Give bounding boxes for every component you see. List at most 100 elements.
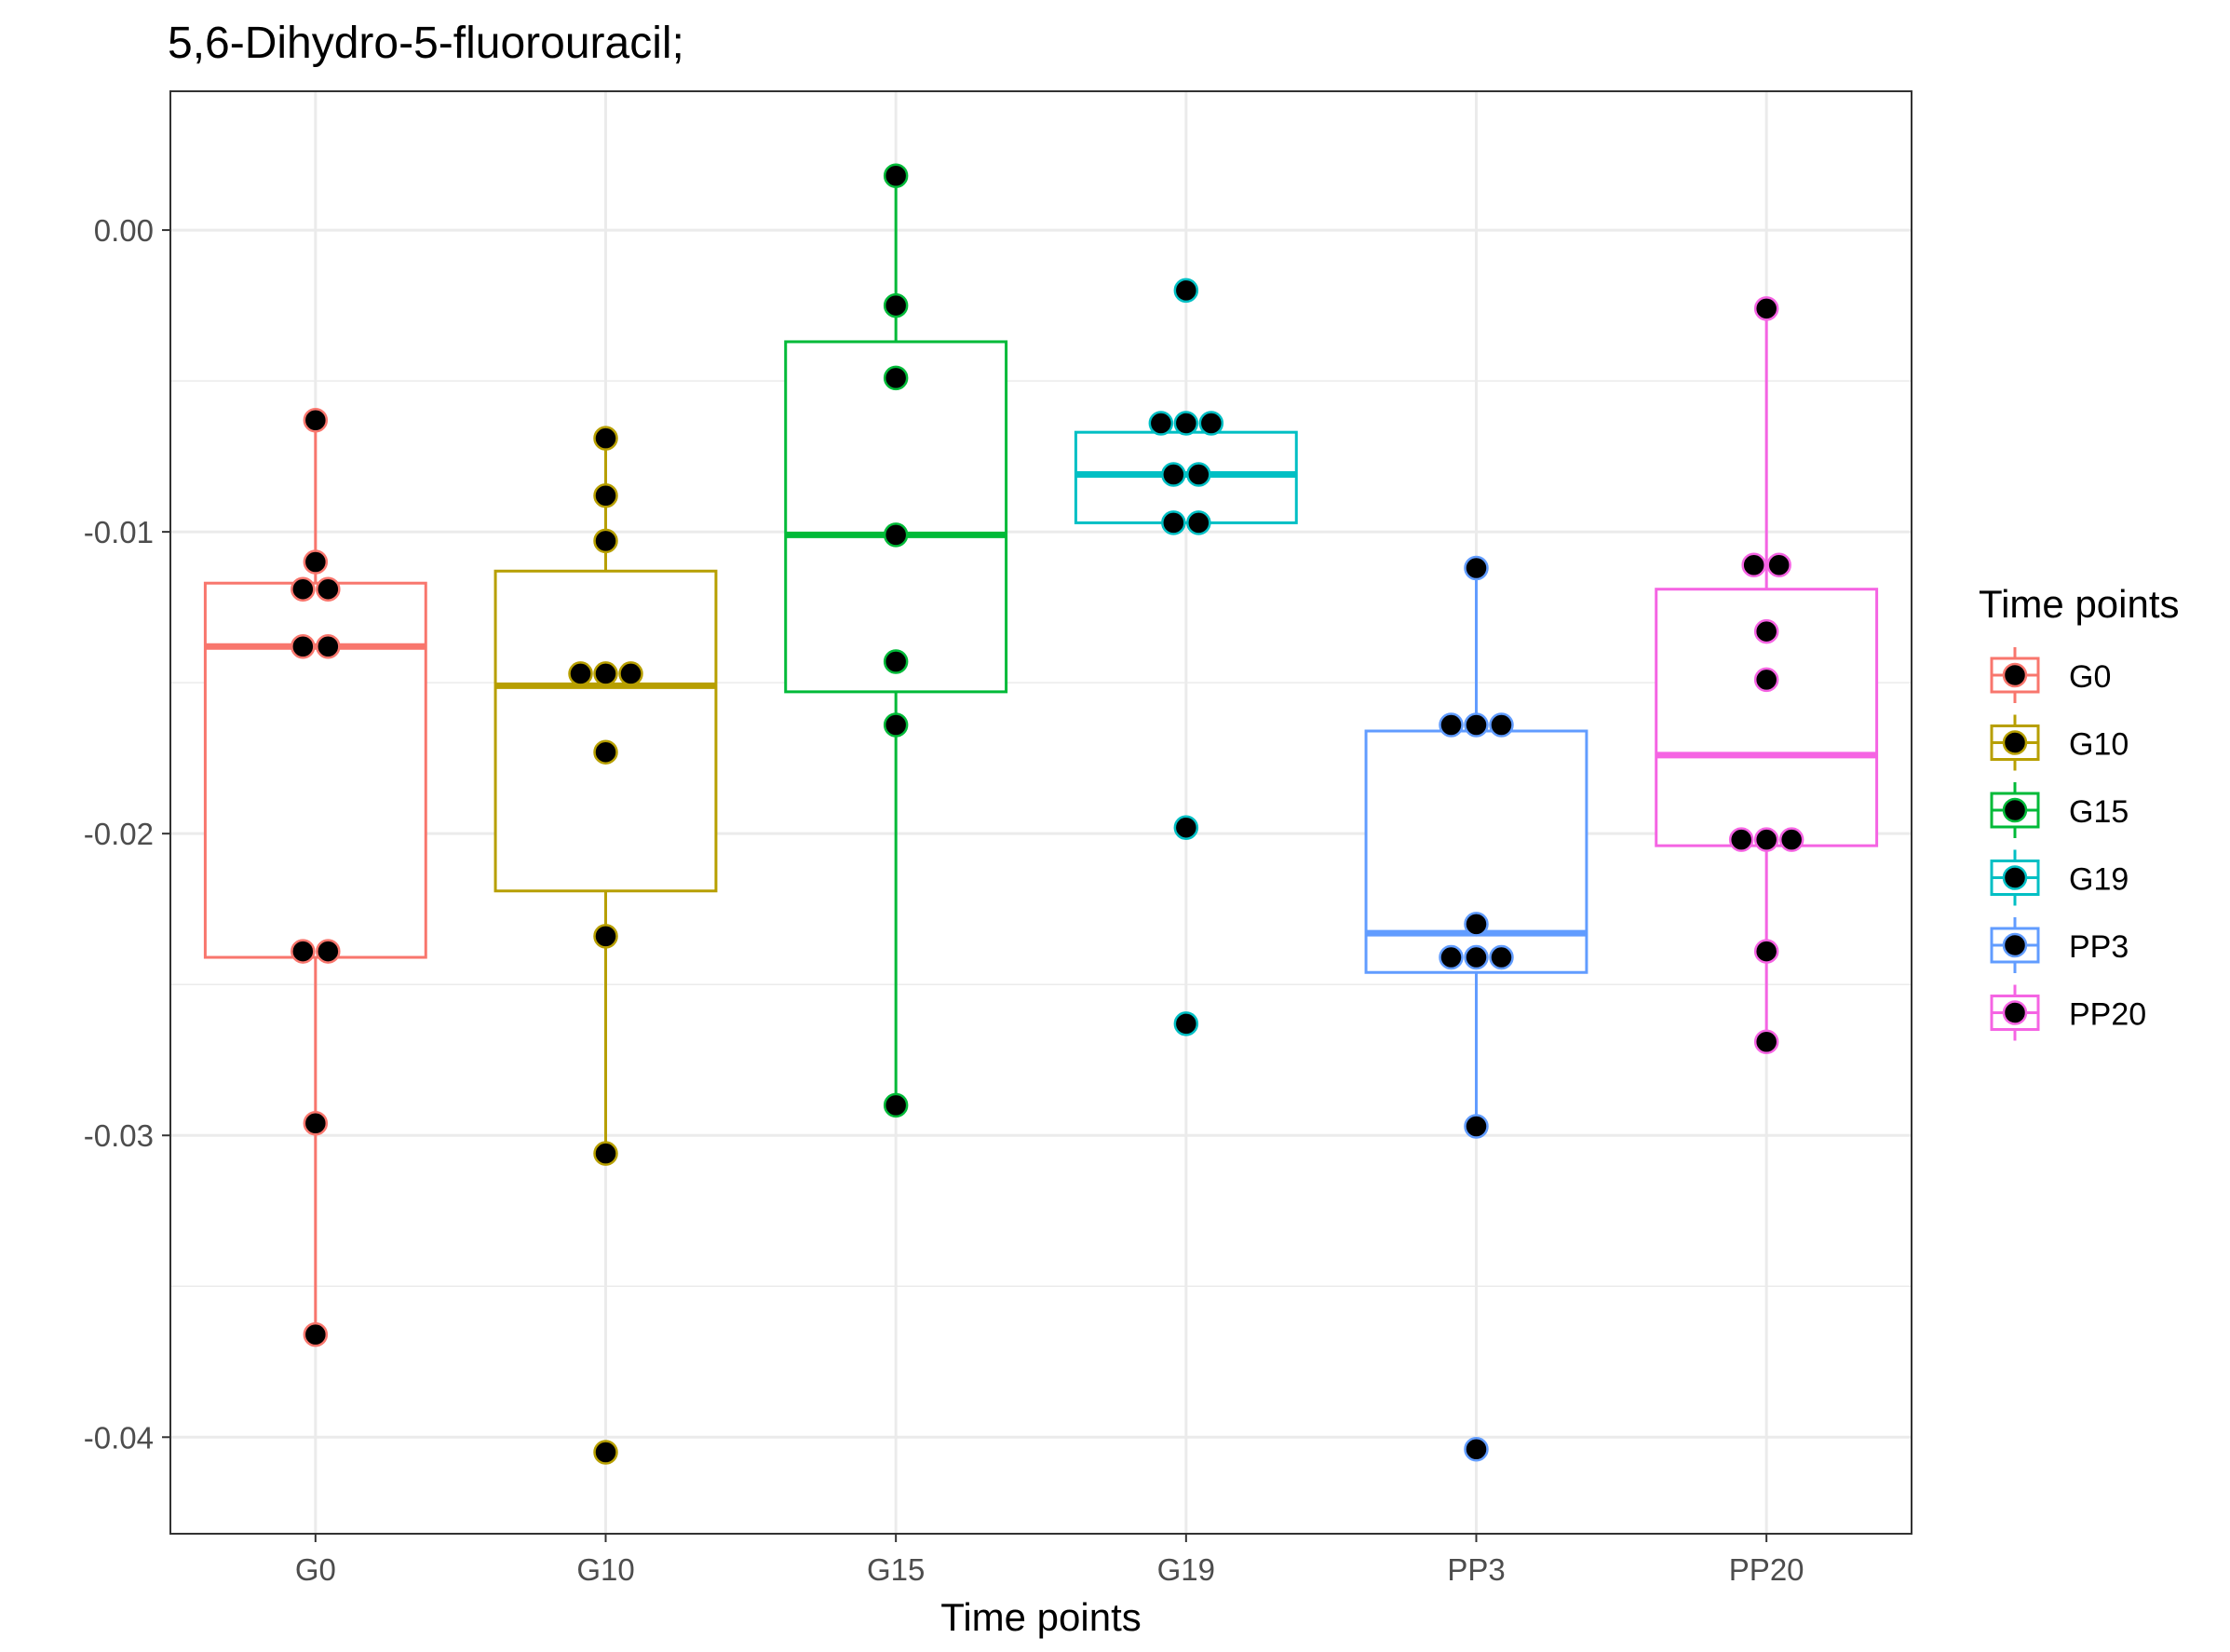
plot-panel-border: [169, 90, 1912, 1535]
data-point-PP20: [1753, 827, 1779, 852]
data-point-G15: [883, 163, 909, 188]
legend: Time points G0 G10 G15 G19 PP3 PP20: [1979, 582, 2180, 1041]
data-point-PP20: [1766, 552, 1791, 578]
data-point-G10: [593, 1141, 618, 1166]
data-point-G19: [1173, 411, 1199, 436]
y-tick-label: -0.03: [84, 1118, 154, 1153]
data-point-G19: [1173, 278, 1199, 304]
data-point-PP3: [1489, 944, 1514, 970]
data-point-PP20: [1778, 827, 1804, 852]
y-tick-label: -0.01: [84, 515, 154, 549]
data-point-G19: [1161, 462, 1186, 487]
x-tick-label: G10: [576, 1552, 634, 1587]
data-point-PP3: [1489, 712, 1514, 738]
box-layer: [203, 175, 1879, 1335]
box-iqr: [784, 340, 1008, 694]
data-point-G19: [1186, 510, 1211, 535]
data-point-G0: [291, 576, 316, 602]
data-point-G0: [291, 939, 316, 964]
data-point-G10: [568, 661, 593, 686]
data-point-G15: [883, 522, 909, 548]
data-point-PP3: [1464, 1114, 1489, 1139]
legend-key-point: [2002, 730, 2028, 755]
legend-item-PP3: PP3: [1990, 917, 2129, 973]
legend-label: PP20: [2069, 997, 2146, 1033]
x-tick-label: PP3: [1447, 1552, 1505, 1587]
y-tick-label: -0.02: [84, 817, 154, 851]
axis-layer: 0.00 -0.01 -0.02 -0.03 -0.04 G0 G10 G15 G19 PP3 PP…: [84, 213, 1804, 1587]
point-layer: [291, 163, 1804, 1465]
legend-label: G15: [2069, 794, 2129, 830]
legend-label: G19: [2069, 862, 2129, 898]
data-point-PP20: [1753, 667, 1779, 693]
legend-item-G10: G10: [1990, 714, 2129, 771]
data-point-PP3: [1439, 944, 1464, 970]
data-point-G10: [593, 661, 618, 686]
x-axis-title: Time points: [940, 1595, 1142, 1639]
legend-label: PP3: [2069, 929, 2129, 965]
data-point-G10: [593, 1440, 618, 1465]
x-tick-label: G15: [867, 1552, 925, 1587]
data-point-PP3: [1464, 1437, 1489, 1462]
data-point-G15: [883, 365, 909, 391]
legend-key-point: [2002, 932, 2028, 958]
legend-key-point: [2002, 1000, 2028, 1025]
data-point-G0: [316, 576, 341, 602]
data-point-PP20: [1753, 618, 1779, 644]
data-point-G0: [303, 549, 329, 575]
legend-key-point: [2002, 865, 2028, 890]
data-point-G19: [1173, 1011, 1199, 1036]
data-point-G19: [1161, 510, 1186, 535]
data-point-PP20: [1753, 939, 1779, 964]
legend-item-G0: G0: [1990, 647, 2111, 703]
x-tick-label: G0: [295, 1552, 336, 1587]
data-point-G10: [593, 739, 618, 765]
box-iqr: [203, 581, 427, 959]
data-point-G10: [593, 482, 618, 508]
legend-item-G19: G19: [1990, 849, 2129, 906]
data-point-G19: [1186, 462, 1211, 487]
data-point-G0: [291, 634, 316, 659]
data-point-G15: [883, 712, 909, 738]
data-point-PP3: [1439, 712, 1464, 738]
y-tick-label: -0.04: [84, 1420, 154, 1455]
data-point-G15: [883, 649, 909, 674]
legend-item-PP20: PP20: [1990, 984, 2146, 1041]
data-point-G0: [316, 634, 341, 659]
data-point-G10: [618, 661, 643, 686]
legend-key-point: [2002, 797, 2028, 823]
y-tick-label: 0.00: [94, 213, 154, 248]
x-tick-label: PP20: [1729, 1552, 1804, 1587]
data-point-PP3: [1464, 912, 1489, 937]
data-point-G15: [883, 292, 909, 318]
legend-item-G15: G15: [1990, 782, 2129, 838]
data-point-G0: [316, 939, 341, 964]
data-point-PP20: [1753, 1029, 1779, 1055]
box-G15: [784, 175, 1008, 1105]
legend-label: G10: [2069, 727, 2129, 763]
chart-title: 5,6-Dihydro-5-fluorouracil;: [168, 19, 684, 68]
data-point-PP20: [1741, 552, 1766, 578]
data-point-G0: [303, 407, 329, 433]
data-point-G10: [593, 426, 618, 451]
data-point-G10: [593, 924, 618, 949]
data-point-PP20: [1728, 827, 1754, 852]
data-point-G10: [593, 528, 618, 554]
box-G19: [1074, 423, 1298, 524]
x-tick-label: G19: [1157, 1552, 1215, 1587]
box-G10: [493, 438, 718, 1154]
legend-label: G0: [2069, 659, 2111, 695]
data-point-G19: [1148, 411, 1174, 436]
data-point-G19: [1173, 815, 1199, 840]
data-point-G0: [303, 1111, 329, 1136]
legend-title: Time points: [1979, 582, 2180, 626]
data-point-PP3: [1464, 712, 1489, 738]
data-point-G15: [883, 1092, 909, 1118]
legend-key-point: [2002, 662, 2028, 688]
box-G0: [203, 420, 427, 1335]
data-point-G19: [1198, 411, 1224, 436]
box-iqr: [493, 569, 718, 893]
data-point-G0: [303, 1321, 329, 1347]
data-point-PP3: [1464, 944, 1489, 970]
